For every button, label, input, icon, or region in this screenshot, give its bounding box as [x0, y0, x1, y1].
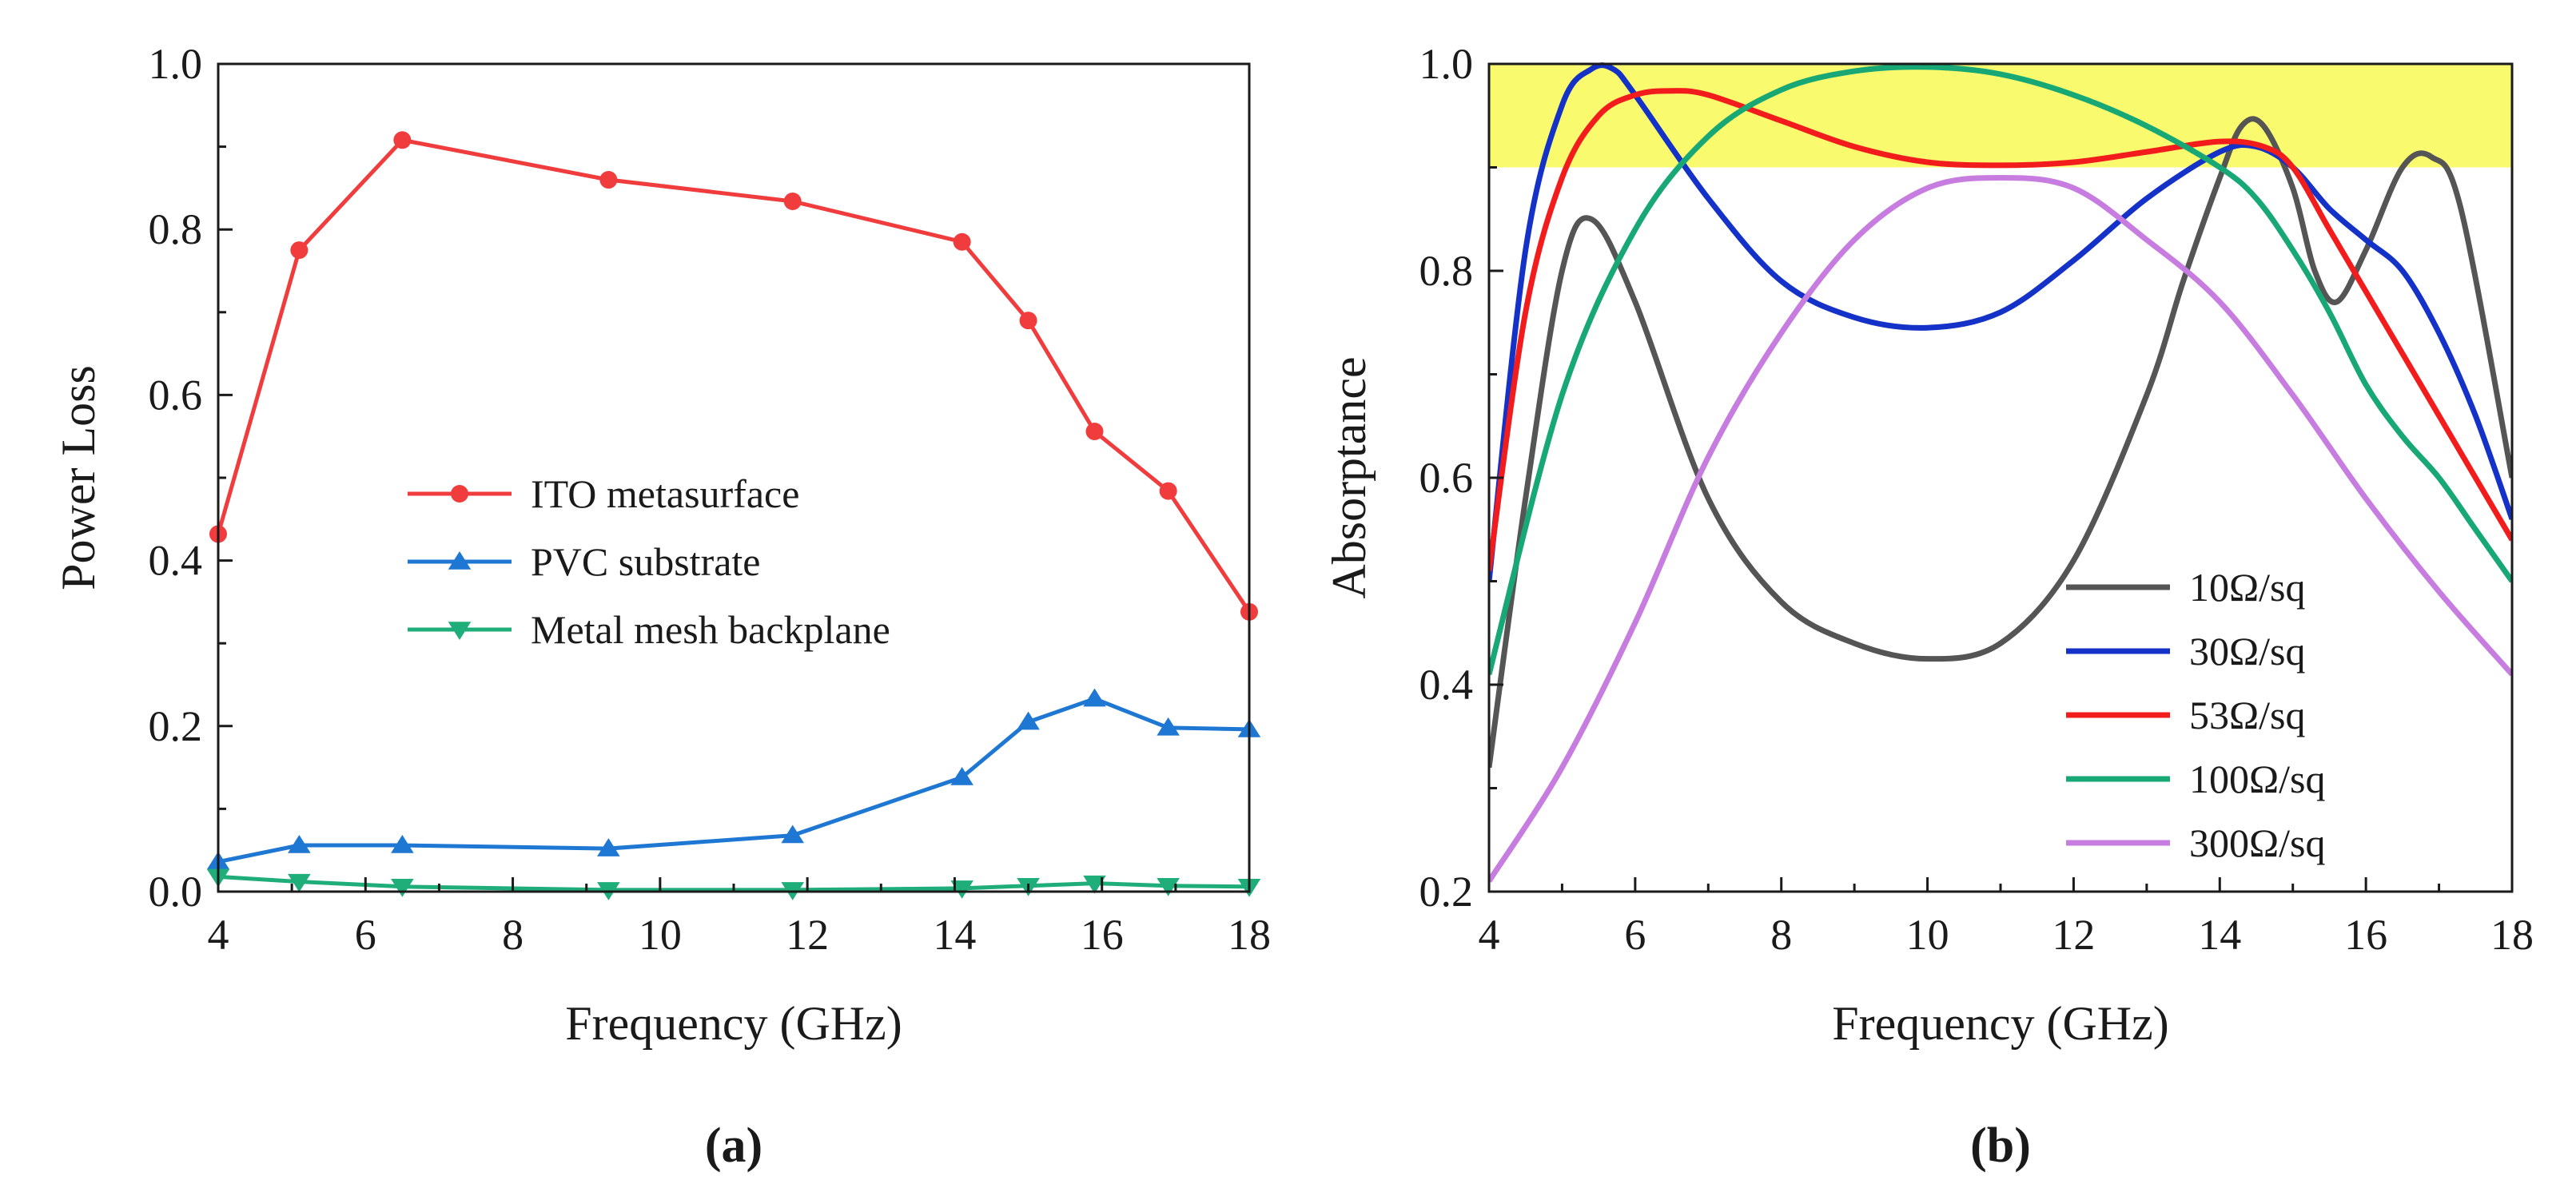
legend: ITO metasurface PVC substrate Metal mesh b…	[408, 471, 890, 652]
x-tick-label: 6	[1624, 911, 1646, 959]
y-tick-label: 0.4	[1419, 661, 1474, 709]
y-axis-label: Power Loss	[52, 365, 105, 590]
data-point	[391, 834, 414, 853]
y-tick-label: 0.4	[149, 537, 203, 585]
x-tick-label: 18	[2490, 911, 2534, 959]
y-tick-label: 1.0	[149, 40, 203, 88]
chart-a-power-loss: 4 6 8 10 12 14 16 18 0.0 0.2 0.4 0.6 0.8 1.0 Frequency…	[52, 40, 1271, 1173]
data-point	[1085, 422, 1104, 440]
legend-label: ITO metasurface	[531, 471, 799, 516]
legend-marker	[448, 551, 472, 570]
y-tick-label: 0.2	[149, 702, 203, 750]
x-axis-label: Frequency (GHz)	[1832, 997, 2169, 1050]
y-tick-label: 0.6	[149, 371, 203, 419]
series-3	[206, 868, 1261, 900]
data-point	[1157, 717, 1180, 736]
x-tick-label: 14	[2198, 911, 2241, 959]
legend-item: 300Ω/sq	[2066, 821, 2326, 865]
series-line	[216, 137, 1252, 614]
highlight-band	[1489, 64, 2512, 168]
data-point	[1157, 877, 1180, 896]
legend-label: 100Ω/sq	[2189, 757, 2326, 801]
data-point	[1017, 711, 1040, 730]
legend-label: 10Ω/sq	[2189, 565, 2306, 610]
x-tick-label: 16	[1081, 911, 1124, 959]
legend-item: 53Ω/sq	[2066, 693, 2306, 737]
data-point	[393, 131, 412, 149]
x-tick-label: 12	[2052, 911, 2095, 959]
legend-item: 100Ω/sq	[2066, 757, 2326, 801]
data-point	[1083, 875, 1106, 894]
legend-label: 300Ω/sq	[2189, 821, 2326, 865]
legend-label: 30Ω/sq	[2189, 629, 2306, 674]
data-point	[1159, 482, 1177, 500]
data-point	[288, 834, 311, 853]
chart-b-absorptance: 4 6 8 10 12 14 16 18 0.2 0.4 0.6 0.8 1.0 Frequency (G…	[1323, 40, 2534, 1173]
data-point	[781, 825, 805, 844]
legend-label: Metal mesh backplane	[531, 607, 890, 652]
data-point	[950, 880, 973, 899]
data-point	[597, 838, 620, 856]
series-2	[206, 688, 1261, 870]
legend-marker	[448, 622, 472, 640]
data-point	[1019, 312, 1037, 330]
x-tick-label: 14	[933, 911, 976, 959]
y-tick-label: 0.8	[1419, 247, 1474, 295]
series-3	[1489, 88, 2512, 572]
data-point	[950, 767, 973, 785]
series-1	[1489, 116, 2512, 769]
x-tick-label: 4	[208, 911, 229, 959]
legend-label: PVC substrate	[531, 539, 761, 584]
x-tick-label: 16	[2344, 911, 2387, 959]
series-2	[1489, 62, 2512, 582]
x-tick-label: 12	[786, 911, 829, 959]
y-tick-label: 0.6	[1419, 454, 1474, 502]
legend-item: 30Ω/sq	[2066, 629, 2306, 674]
data-point	[290, 241, 309, 260]
legend-label: 53Ω/sq	[2189, 693, 2306, 737]
x-tick-label: 18	[1228, 911, 1271, 959]
data-point	[953, 232, 971, 251]
data-point	[783, 192, 802, 210]
x-tick-label: 10	[1906, 911, 1949, 959]
series-line	[1489, 62, 2512, 582]
x-tick-label: 6	[355, 911, 376, 959]
data-point	[599, 171, 618, 189]
y-tick-label: 0.0	[149, 868, 203, 916]
series-line	[217, 874, 1250, 892]
y-tick-label: 0.8	[149, 205, 203, 253]
x-axis-label: Frequency (GHz)	[565, 997, 902, 1050]
series-line	[1489, 88, 2512, 572]
y-tick-label: 1.0	[1419, 40, 1474, 88]
panel-label: (a)	[705, 1119, 762, 1173]
series-4	[1489, 64, 2512, 675]
x-tick-label: 10	[639, 911, 682, 959]
legend-marker	[451, 485, 468, 503]
x-tick-label: 8	[502, 911, 524, 959]
data-point	[1083, 688, 1106, 707]
legend-item: ITO metasurface	[408, 471, 799, 516]
y-axis-label: Absorptance	[1323, 356, 1376, 598]
series-line	[1489, 175, 2512, 883]
legend: 10Ω/sq 30Ω/sq 53Ω/sq 100Ω/sq 300Ω/sq	[2066, 565, 2326, 865]
data-point	[391, 879, 414, 897]
series-1	[209, 131, 1258, 621]
legend-item: PVC substrate	[408, 539, 761, 584]
series-line	[1489, 116, 2512, 769]
series-5	[1489, 175, 2512, 883]
x-tick-label: 4	[1479, 911, 1500, 959]
series-line	[1489, 64, 2512, 675]
legend-item: 10Ω/sq	[2066, 565, 2306, 610]
panel-label: (b)	[1970, 1119, 2031, 1173]
series-line	[217, 697, 1250, 864]
plot-frame	[1487, 62, 2514, 893]
y-tick-label: 0.2	[1419, 868, 1474, 916]
x-tick-label: 8	[1770, 911, 1792, 959]
legend-item: Metal mesh backplane	[408, 607, 890, 652]
data-point	[288, 873, 311, 892]
